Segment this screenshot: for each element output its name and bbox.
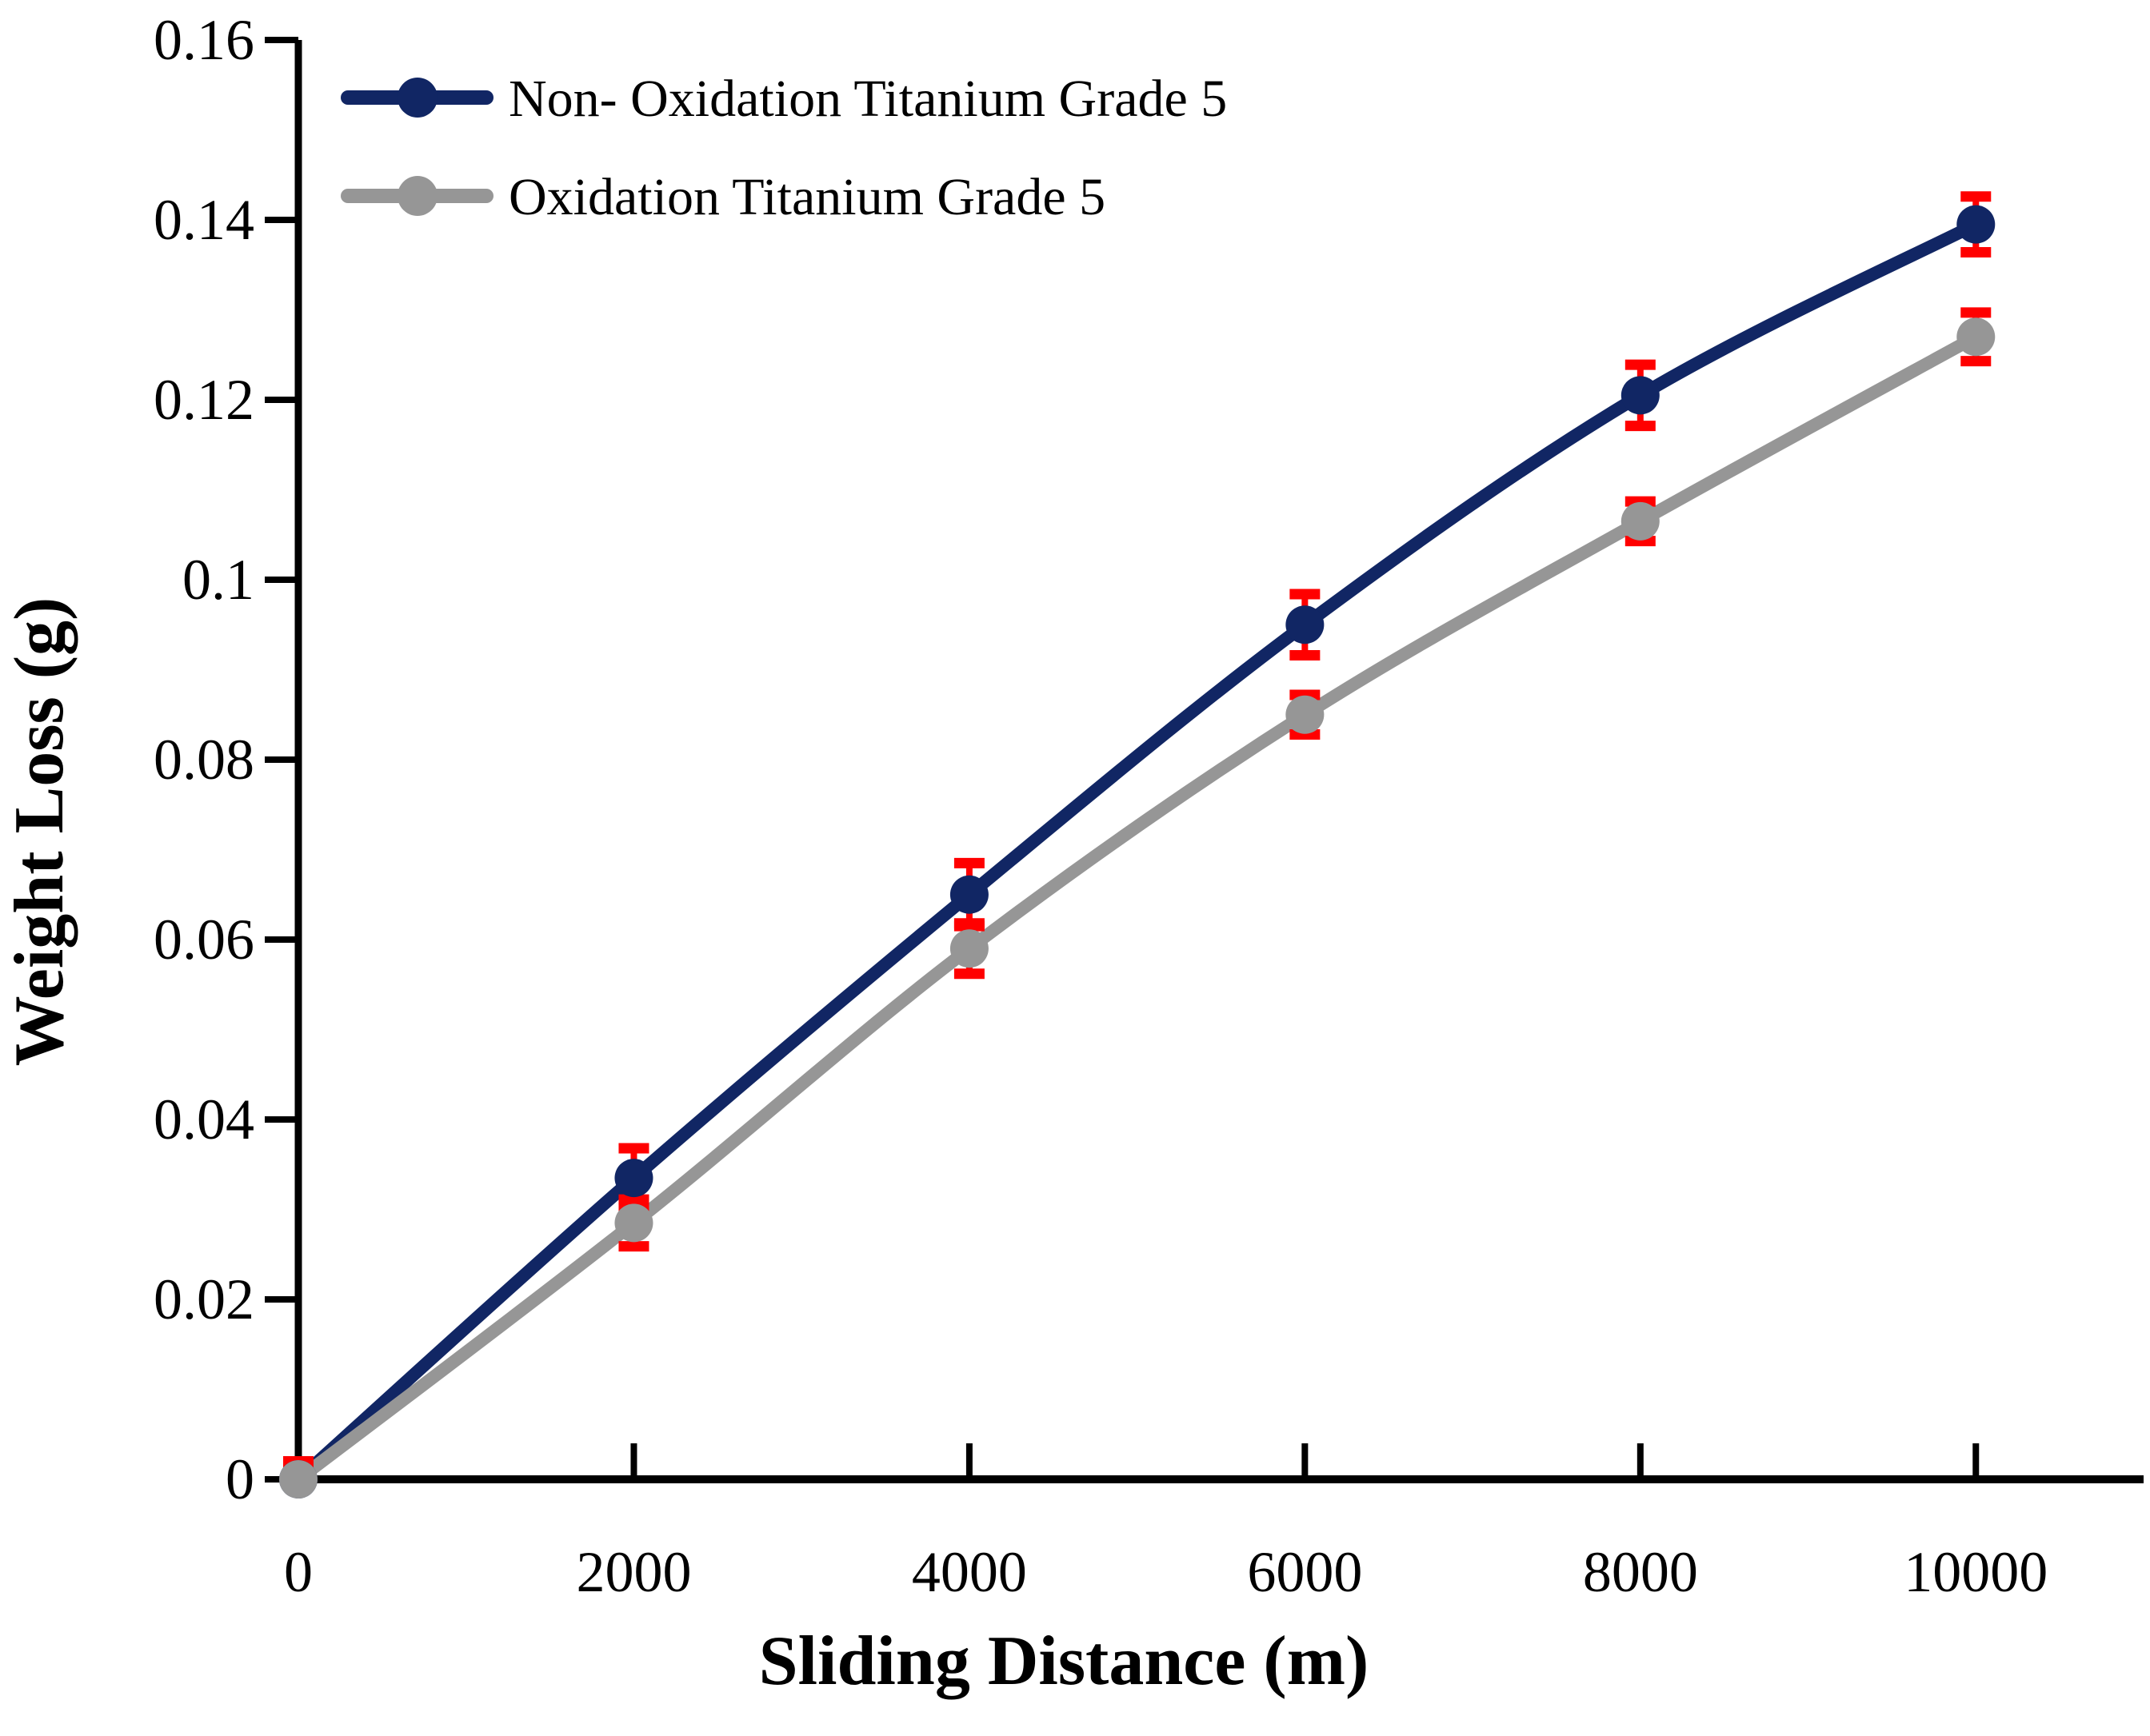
x-tick-label: 0 <box>284 1540 313 1604</box>
data-point-marker <box>279 1460 318 1499</box>
y-tick-label: 0 <box>226 1447 254 1511</box>
y-tick-label: 0.06 <box>154 908 254 972</box>
y-tick-label: 0.1 <box>182 548 254 612</box>
data-point-marker <box>1620 376 1660 415</box>
x-tick-label: 6000 <box>1247 1540 1362 1604</box>
data-point-marker <box>1285 605 1325 645</box>
series-line <box>292 330 1983 1486</box>
data-point-marker <box>949 875 989 914</box>
data-point-marker <box>949 929 989 968</box>
legend-label: Oxidation Titanium Grade 5 <box>509 168 1105 226</box>
x-tick-label: 8000 <box>1583 1540 1698 1604</box>
data-point-marker <box>614 1203 653 1243</box>
data-point-marker <box>614 1159 653 1198</box>
legend-marker <box>398 176 438 216</box>
y-tick-label: 0.14 <box>154 188 254 252</box>
y-tick-label: 0.12 <box>154 368 254 432</box>
x-tick-label: 10000 <box>1904 1540 2048 1604</box>
x-tick-label: 4000 <box>912 1540 1027 1604</box>
y-tick-label: 0.04 <box>154 1087 254 1151</box>
x-tick-label: 2000 <box>576 1540 691 1604</box>
y-tick-label: 0.02 <box>154 1267 254 1331</box>
series-line <box>292 217 1983 1486</box>
legend-marker <box>398 78 438 118</box>
legend-label: Non- Oxidation Titanium Grade 5 <box>509 70 1227 128</box>
y-tick-label: 0.08 <box>154 728 254 792</box>
y-tick-label: 0.16 <box>154 8 254 72</box>
data-point-marker <box>1956 317 1996 357</box>
x-axis-title: Sliding Distance (m) <box>759 1622 1369 1700</box>
data-point-marker <box>1956 205 1996 244</box>
y-axis-title: Weight Loss (g) <box>1 597 78 1067</box>
data-point-marker <box>1620 501 1660 541</box>
data-point-marker <box>1285 695 1325 734</box>
